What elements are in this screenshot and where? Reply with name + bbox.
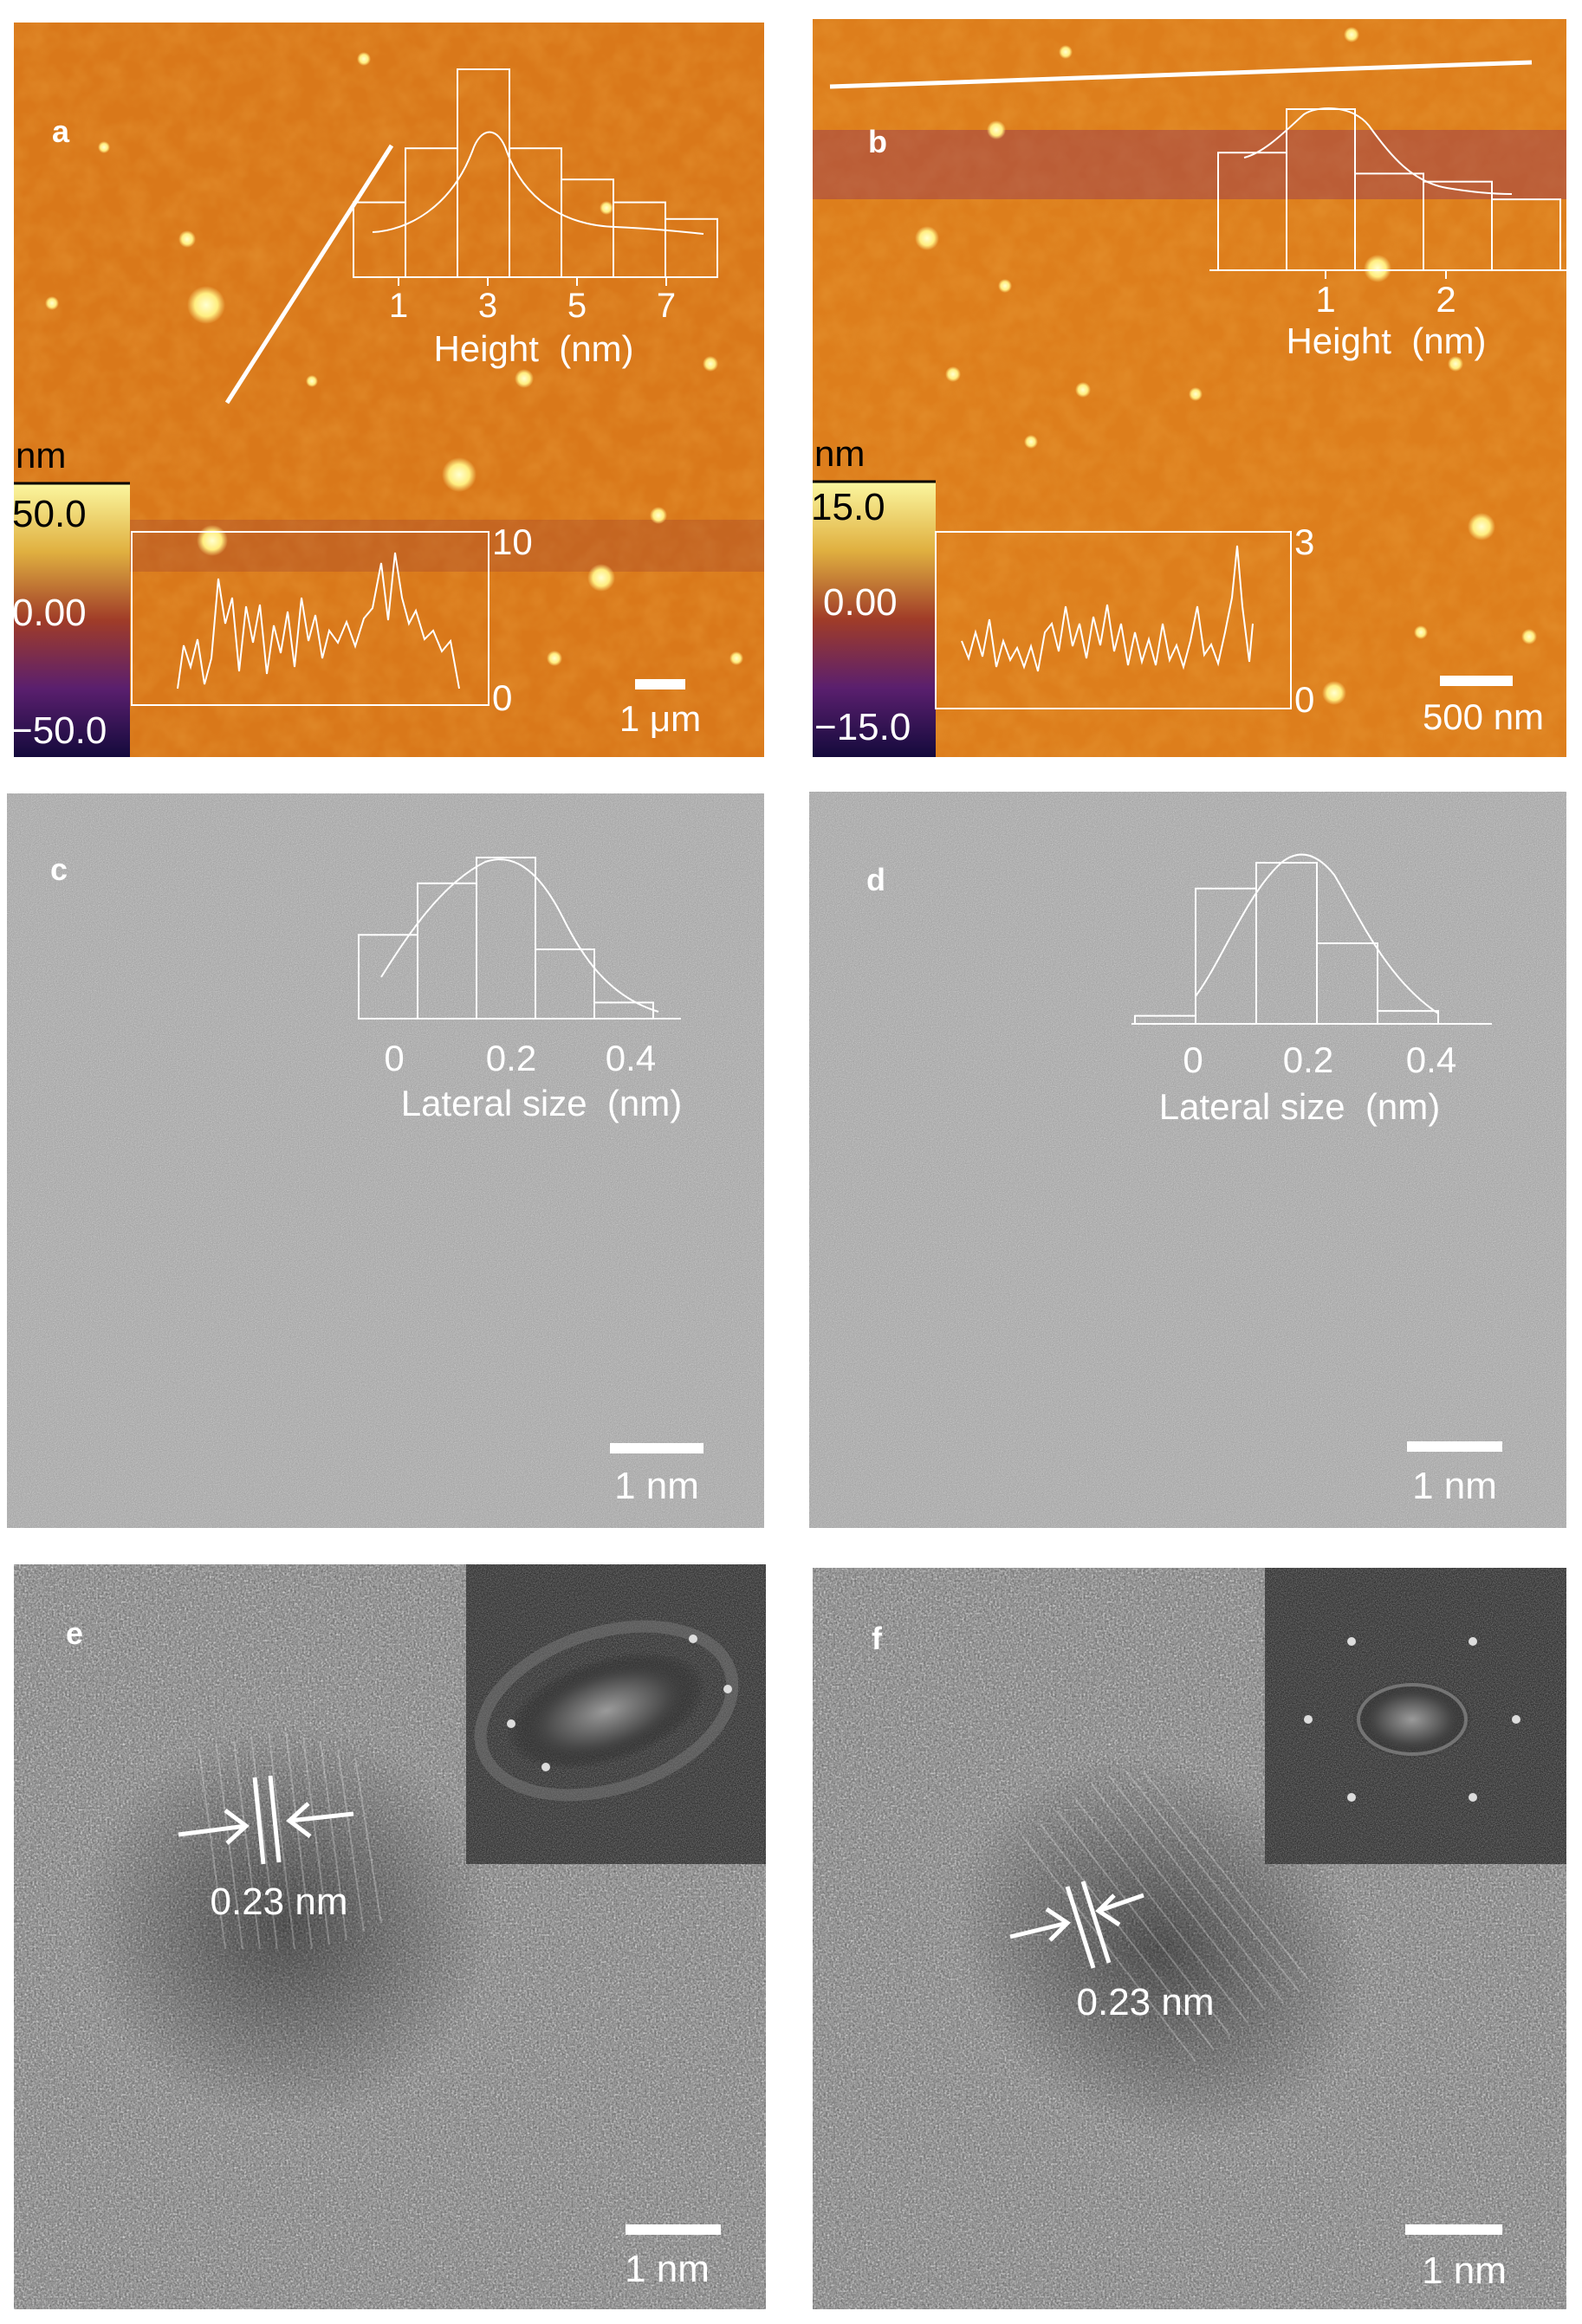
panel-b-height-histogram: 1 2 Height (nm) xyxy=(1209,107,1566,361)
hist-a-tick-7: 7 xyxy=(657,287,676,325)
panel-c-texture xyxy=(7,793,764,1528)
panel-f-lattice-marker xyxy=(1009,1881,1144,1969)
panel-e-scalebar xyxy=(626,2224,721,2235)
panel-e-fft-inset xyxy=(466,1564,766,1864)
panel-d-scalebar xyxy=(1407,1441,1502,1452)
panel-a-colorbar-max: 50.0 xyxy=(12,493,87,535)
panel-d-letter: d xyxy=(866,862,885,897)
panel-c-scalebar-label: 1 nm xyxy=(614,1465,699,1507)
hist-b-tick-1: 1 xyxy=(1315,279,1335,320)
panel-c: c 0 0.2 0.4 Lateral size (nm) 1 nm xyxy=(7,793,764,1528)
panel-e-particle xyxy=(78,1724,494,2122)
panel-e-scalebar-label: 1 nm xyxy=(625,2248,710,2290)
hist-d-tick-0: 0 xyxy=(1183,1039,1203,1080)
panel-b-spots xyxy=(915,27,1537,705)
hist-c-tick-0-2: 0.2 xyxy=(486,1038,536,1078)
hist-d-tick-0-2: 0.2 xyxy=(1283,1039,1333,1080)
profile-b-ytick-bottom: 0 xyxy=(1294,679,1314,720)
panel-f-letter: f xyxy=(872,1621,883,1656)
panel-a-texture xyxy=(14,23,764,757)
panel-b-scalebar xyxy=(1440,676,1513,686)
panel-f-lattice-fringes xyxy=(1021,1771,1309,2062)
hist-b-tick-2: 2 xyxy=(1436,279,1456,320)
panel-a: a 1 3 5 7 Height (nm) nm 50.0 0.00 −50.0 xyxy=(10,23,764,757)
hist-b-ticks xyxy=(1325,270,1447,279)
hist-c-xlabel: Lateral size (nm) xyxy=(401,1083,682,1123)
panel-a-scalebar xyxy=(635,679,685,689)
profile-a-line xyxy=(177,552,460,689)
profile-a-ytick-top: 10 xyxy=(492,521,533,562)
hist-a-tick-1: 1 xyxy=(389,287,408,325)
hist-d-tick-0-4: 0.4 xyxy=(1406,1039,1456,1080)
panel-d-size-histogram: 0 0.2 0.4 Lateral size (nm) xyxy=(1131,853,1492,1127)
panel-f: f 0.23 nm 1 nm xyxy=(813,1568,1566,2309)
profile-b-ytick-top: 3 xyxy=(1294,521,1314,562)
panel-b-colorbar: nm 15.0 0.00 −15.0 xyxy=(811,433,936,757)
hist-a-tick-5: 5 xyxy=(567,287,587,325)
panel-e-lattice-marker xyxy=(178,1775,354,1865)
panel-b-colorbar-mid: 0.00 xyxy=(823,581,898,624)
panel-a-band xyxy=(14,520,764,572)
panel-f-lattice-label: 0.23 nm xyxy=(1077,1981,1215,2023)
profile-a-ytick-bottom: 0 xyxy=(492,677,512,718)
panel-d-texture xyxy=(809,792,1566,1528)
hist-d-xlabel: Lateral size (nm) xyxy=(1159,1086,1440,1127)
panel-b-scan-line xyxy=(829,60,1533,89)
profile-b-line xyxy=(961,545,1254,672)
hist-a-fit-curve xyxy=(372,131,704,235)
hist-a-xlabel: Height (nm) xyxy=(433,328,633,369)
panel-a-letter: a xyxy=(52,113,70,149)
panel-a-colorbar-unit: nm xyxy=(16,435,66,476)
hist-d-fit-curve xyxy=(1195,853,1439,1014)
panel-a-scalebar-label: 1 μm xyxy=(619,698,701,739)
panel-b-colorbar-min: −15.0 xyxy=(814,706,911,748)
hist-c-tick-0: 0 xyxy=(384,1038,404,1078)
panel-e: e 0.23 nm 1 nm xyxy=(14,1564,766,2309)
panel-a-height-profile: 10 0 xyxy=(131,521,533,718)
panel-f-particle xyxy=(955,1755,1367,2143)
panel-b-colorbar-max: 15.0 xyxy=(811,486,885,528)
panel-c-letter: c xyxy=(50,851,68,887)
panel-a-colorbar-min: −50.0 xyxy=(10,709,107,752)
panel-a-colorbar: nm 50.0 0.00 −50.0 xyxy=(10,435,130,757)
panel-f-fft-inset xyxy=(1265,1568,1566,1864)
panel-e-lattice-label: 0.23 nm xyxy=(211,1881,348,1923)
panel-b-scalebar-label: 500 nm xyxy=(1423,696,1544,737)
hist-a-tick-3: 3 xyxy=(478,287,497,325)
panel-b-letter: b xyxy=(868,124,887,159)
panel-d-scalebar-label: 1 nm xyxy=(1412,1465,1497,1507)
panel-a-colorbar-mid: 0.00 xyxy=(12,592,87,634)
panel-b-height-profile: 3 0 xyxy=(935,521,1314,720)
panel-b-band xyxy=(813,130,1566,199)
panel-b-texture xyxy=(813,19,1566,757)
hist-b-fit-curve xyxy=(1243,107,1513,195)
panel-e-letter: e xyxy=(66,1615,83,1651)
panel-c-scalebar xyxy=(610,1443,703,1453)
panel-f-scalebar xyxy=(1405,2224,1502,2235)
hist-a-ticks xyxy=(398,277,667,286)
hist-b-xlabel: Height (nm) xyxy=(1286,320,1486,361)
panel-c-size-histogram: 0 0.2 0.4 Lateral size (nm) xyxy=(358,857,682,1123)
panel-b-colorbar-unit: nm xyxy=(814,433,865,474)
panel-a-height-histogram: 1 3 5 7 Height (nm) xyxy=(353,68,718,369)
panel-e-lattice-fringes xyxy=(198,1732,382,1950)
hist-c-tick-0-4: 0.4 xyxy=(606,1038,656,1078)
panel-a-scan-line xyxy=(224,144,394,405)
panel-f-scalebar-label: 1 nm xyxy=(1422,2250,1507,2292)
hist-c-fit-curve xyxy=(380,858,659,1013)
panel-d: d 0 0.2 0.4 Lateral size (nm) 1 nm xyxy=(809,792,1566,1528)
panel-b: b 1 2 Height (nm) nm 15.0 0.00 −15.0 3 0 xyxy=(811,19,1566,757)
